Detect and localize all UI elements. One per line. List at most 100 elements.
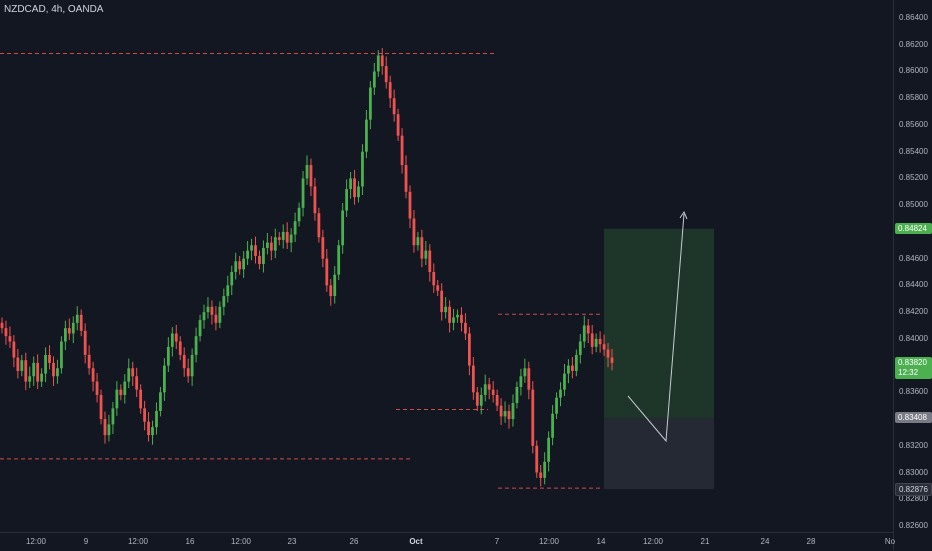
time-axis[interactable]: 12:00 9 12:00 16 12:00 23 26 Oct 7 12:00 14 12:00 21… <box>0 532 895 551</box>
price-tick-label: 0.85200 <box>899 173 928 183</box>
bearish-candle <box>139 389 143 409</box>
bearish-candle <box>91 368 95 382</box>
bearish-candle <box>325 258 329 286</box>
bullish-candle <box>115 389 119 409</box>
bullish-candle <box>479 394 483 406</box>
price-tick-label: 0.84000 <box>899 333 928 343</box>
bearish-candle <box>36 362 40 382</box>
bar-countdown: 12:32 <box>898 367 919 377</box>
time-tick-label: 9 <box>83 537 89 546</box>
price-tick-label: 0.85000 <box>899 200 928 210</box>
bearish-candle <box>507 411 511 420</box>
bullish-candle <box>483 384 487 395</box>
bullish-candle <box>234 261 238 272</box>
bearish-candle <box>321 237 325 259</box>
bearish-candle <box>214 314 218 323</box>
bearish-candle <box>119 389 123 395</box>
bullish-candle <box>376 55 380 72</box>
bullish-candle <box>111 408 115 425</box>
bearish-candle <box>475 392 479 406</box>
bullish-candle <box>547 437 551 462</box>
bearish-candle <box>408 191 412 219</box>
bullish-candle <box>349 178 352 190</box>
time-tick-label: 16 <box>185 537 195 546</box>
bullish-candle <box>281 231 285 240</box>
bullish-candle <box>246 250 249 259</box>
bullish-candle <box>368 87 372 120</box>
bearish-candle <box>570 365 574 371</box>
bullish-candle <box>198 320 202 337</box>
symbol-title[interactable]: NZDCAD, 4h, OANDA <box>4 4 104 15</box>
price-axis[interactable]: 0.86400 0.86200 0.86000 0.85800 0.85600 0.854… <box>893 0 932 550</box>
bearish-candle <box>460 314 463 323</box>
bearish-candle <box>95 381 99 395</box>
bullish-candle <box>574 354 578 371</box>
bearish-candle <box>396 114 400 136</box>
bearish-candle <box>48 354 51 363</box>
bearish-candle <box>471 365 475 393</box>
bearish-candle <box>468 333 471 366</box>
stop-loss-zone <box>604 417 714 490</box>
bearish-candle <box>258 255 261 264</box>
bearish-candle <box>52 362 55 377</box>
time-tick-label: 7 <box>494 537 500 546</box>
bullish-candle <box>56 368 59 377</box>
bullish-candle <box>372 71 376 88</box>
bearish-candle <box>329 285 333 297</box>
bullish-candle <box>444 306 448 313</box>
time-tick-label: 14 <box>596 537 606 546</box>
bearish-candle <box>12 341 16 358</box>
bullish-candle <box>127 368 131 382</box>
bullish-candle <box>20 360 24 371</box>
bullish-candle <box>123 381 127 395</box>
bearish-candle <box>147 421 150 436</box>
bearish-candle <box>384 66 388 83</box>
bullish-candle <box>523 368 527 377</box>
price-chart[interactable]: NZDCAD, 4h, OANDA <box>0 0 893 532</box>
price-tick-label: 0.82800 <box>899 494 928 504</box>
bearish-candle <box>99 394 103 420</box>
bullish-candle <box>206 306 210 313</box>
bearish-candle <box>277 237 281 240</box>
last-price-value: 0.83820 <box>898 357 927 367</box>
bullish-candle <box>559 389 562 398</box>
price-tick-label: 0.84400 <box>899 280 928 290</box>
bearish-candle <box>590 333 594 347</box>
bullish-candle <box>333 274 337 297</box>
time-tick-label: 12:00 <box>642 537 664 546</box>
bearish-candle <box>131 368 135 377</box>
time-tick-label: 24 <box>760 537 770 546</box>
bullish-candle <box>567 365 570 374</box>
bullish-candle <box>32 362 36 377</box>
bullish-candle <box>44 354 47 374</box>
bearish-candle <box>353 178 356 198</box>
bearish-candle <box>254 245 257 256</box>
time-tick-label: 21 <box>700 537 710 546</box>
bullish-candle <box>551 413 554 438</box>
bearish-candle <box>238 261 242 270</box>
bullish-candle <box>60 341 63 369</box>
bearish-candle <box>103 419 107 436</box>
bearish-candle <box>495 394 499 406</box>
bearish-candle <box>87 354 91 369</box>
time-tick-label: 26 <box>349 537 359 546</box>
bullish-candle <box>226 285 230 297</box>
bullish-candle <box>194 336 198 355</box>
bullish-candle <box>222 296 226 307</box>
bullish-candle <box>250 245 253 251</box>
bullish-candle <box>297 207 301 222</box>
bullish-candle <box>357 186 360 198</box>
bullish-candle <box>163 365 166 393</box>
bearish-candle <box>440 290 444 313</box>
bearish-candle <box>79 314 83 331</box>
price-tick-label: 0.85400 <box>899 146 928 156</box>
bullish-candle <box>75 314 79 323</box>
bearish-candle <box>491 389 495 395</box>
bearish-candle <box>448 306 451 323</box>
bullish-candle <box>166 346 170 366</box>
projection-path <box>627 213 685 443</box>
bearish-candle <box>610 357 614 363</box>
candlestick-chart-canvas[interactable] <box>0 0 893 532</box>
price-tick-label: 0.86400 <box>899 13 928 22</box>
bullish-candle <box>170 333 174 347</box>
